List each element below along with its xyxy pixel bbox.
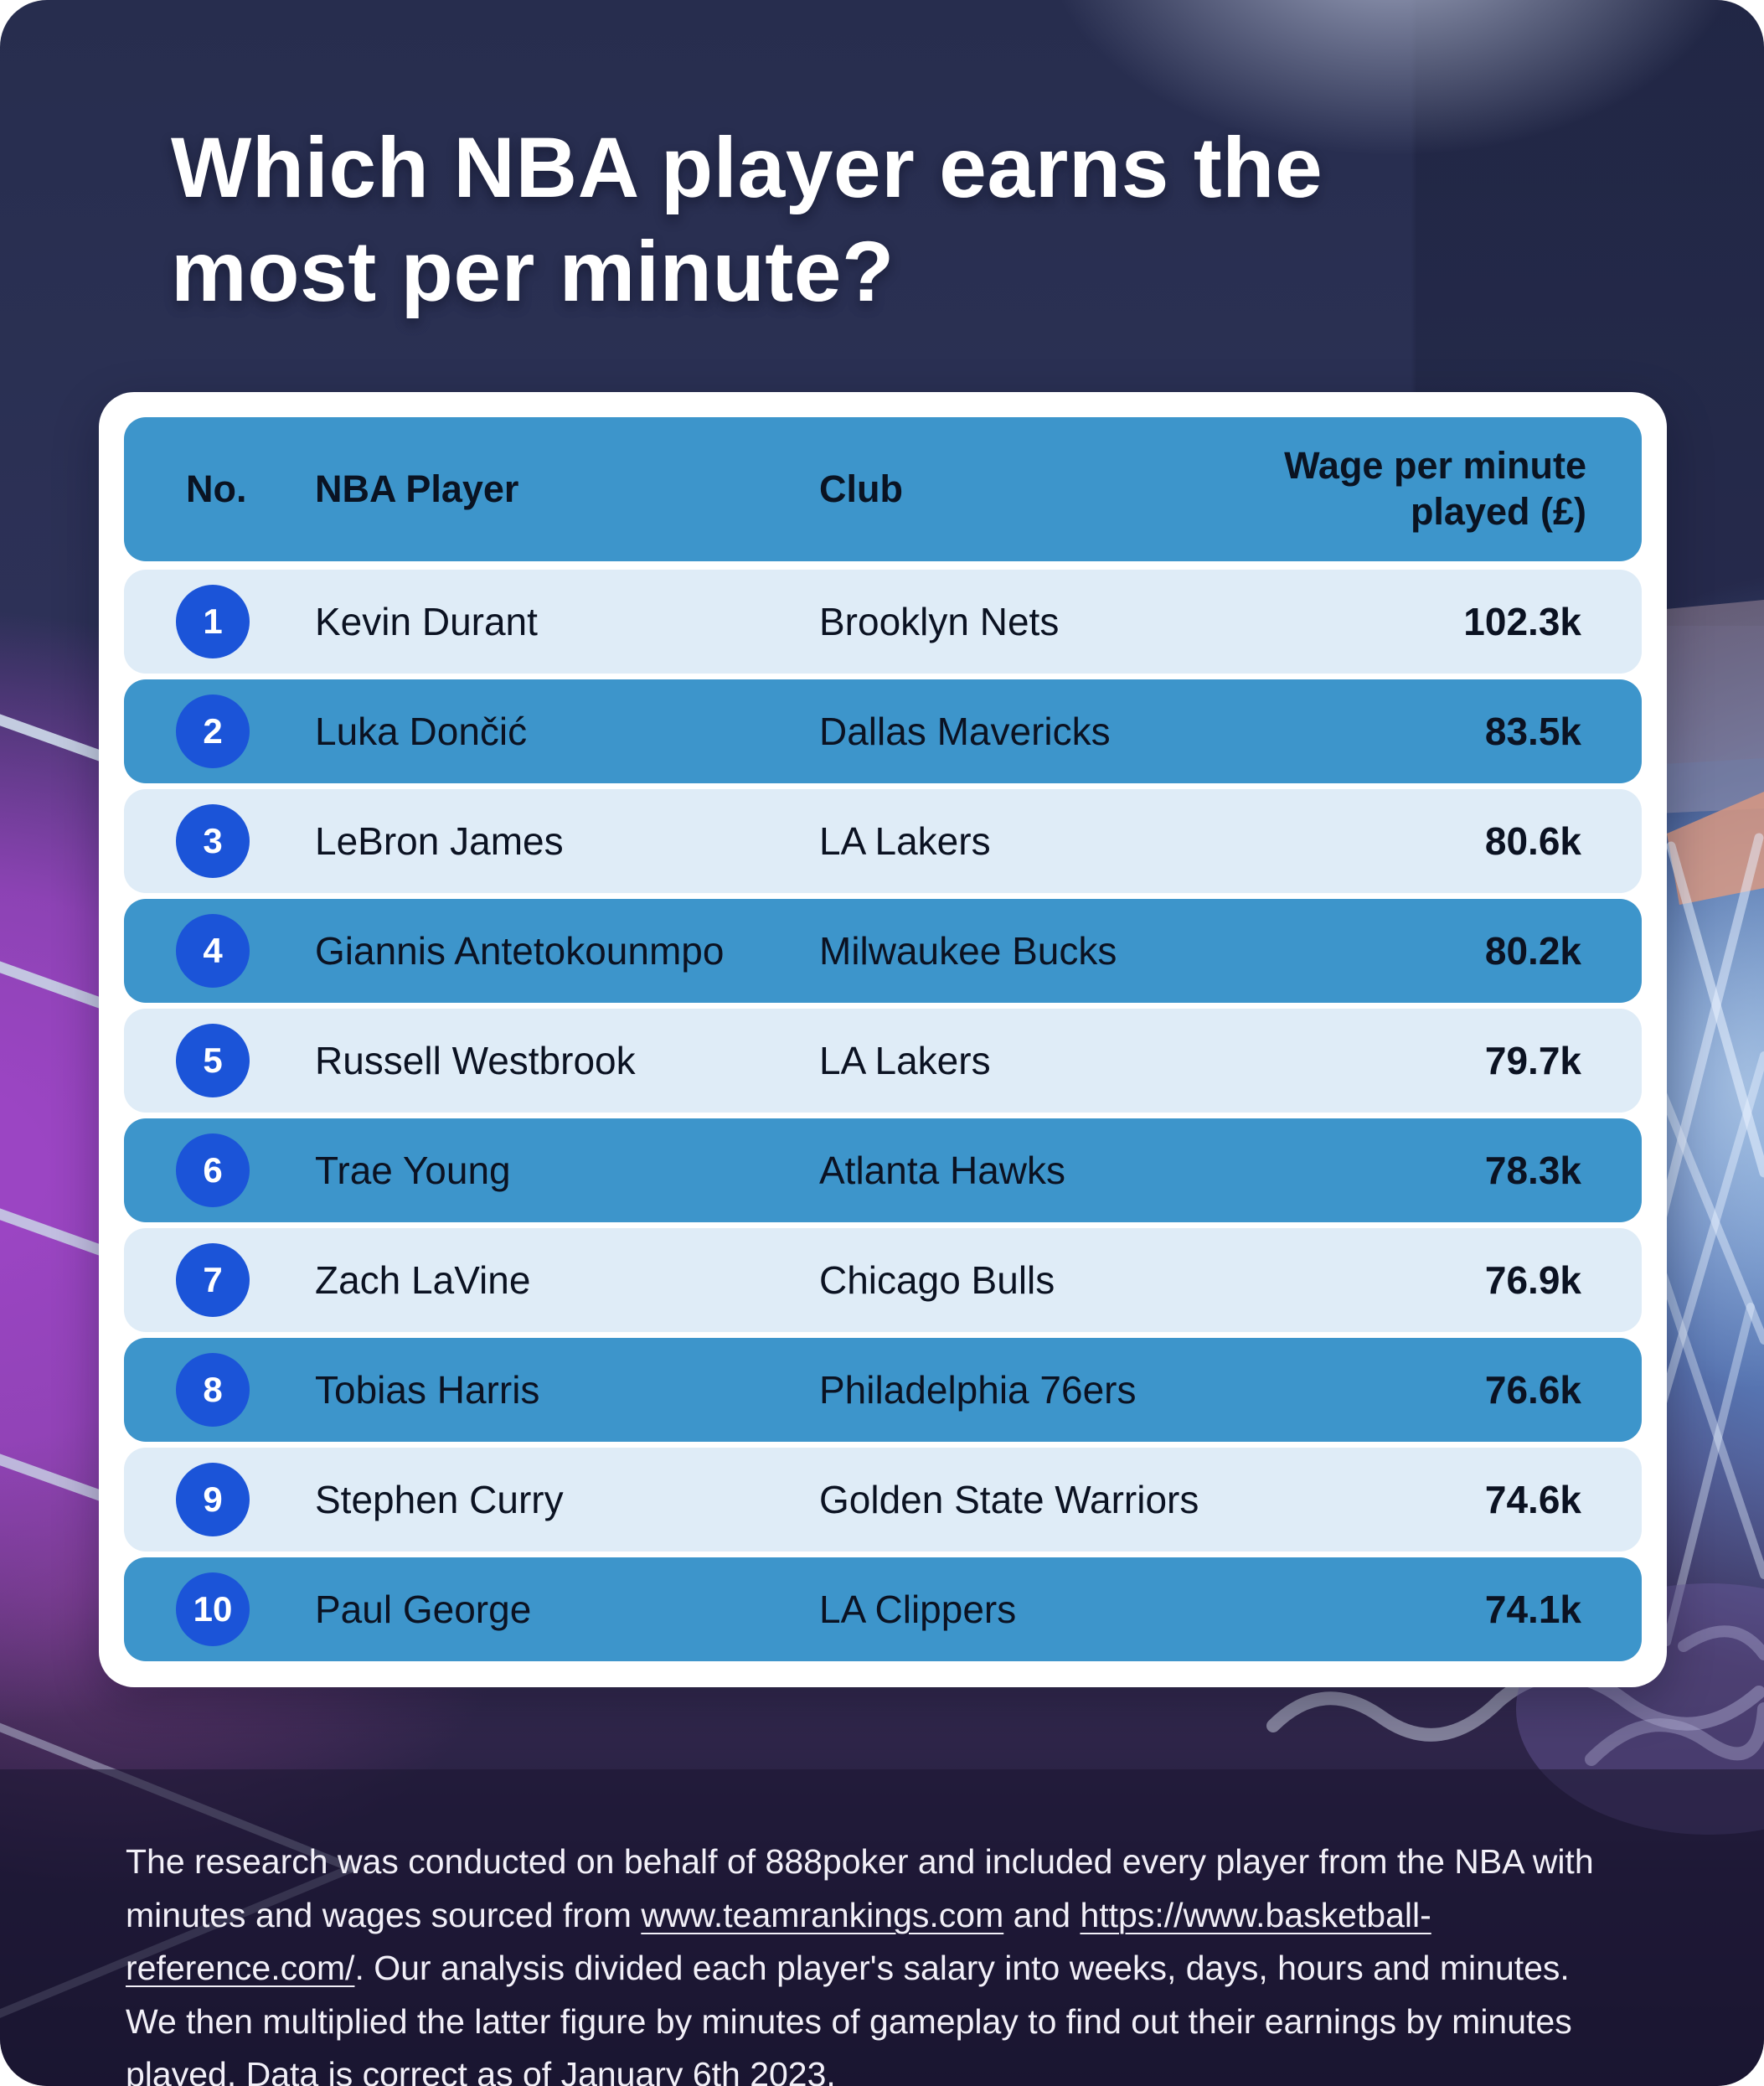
club-name: LA Clippers [819, 1588, 1017, 1631]
table-row: 4 Giannis Antetokounmpo Milwaukee Bucks … [124, 899, 1642, 1003]
rank-cell: 9 [124, 1463, 315, 1536]
page-title-line2: most per minute? [171, 224, 895, 320]
table-header-club: Club [819, 467, 903, 510]
player-name: Giannis Antetokounmpo [315, 929, 725, 973]
rank-badge-number: 10 [193, 1589, 233, 1629]
player-name: Trae Young [315, 1149, 511, 1192]
rank-cell: 3 [124, 804, 315, 878]
rank-badge: 2 [176, 694, 250, 768]
table-row: 7 Zach LaVine Chicago Bulls 76.9k [124, 1228, 1642, 1332]
rank-badge: 3 [176, 804, 250, 878]
player-name: Paul George [315, 1588, 532, 1631]
rank-badge-number: 5 [203, 1040, 223, 1080]
wage-value: 80.6k [1484, 819, 1581, 863]
leaderboard-card: No. NBA Player Club Wage per minute play… [99, 392, 1667, 1687]
club-name: Milwaukee Bucks [819, 929, 1117, 973]
rank-badge-number: 1 [203, 602, 223, 641]
club-name: Golden State Warriors [819, 1478, 1199, 1521]
footer-band: The research was conducted on behalf of … [0, 1769, 1764, 2086]
rank-badge-number: 3 [203, 821, 223, 860]
rank-badge-number: 6 [203, 1150, 223, 1190]
rank-badge-number: 4 [203, 931, 223, 970]
club-name: Chicago Bulls [819, 1258, 1055, 1302]
wage-value: 83.5k [1484, 710, 1581, 753]
rank-cell: 7 [124, 1243, 315, 1317]
footer-note: The research was conducted on behalf of … [126, 1836, 1627, 2086]
player-name: Kevin Durant [315, 600, 538, 643]
table-header-player: NBA Player [315, 467, 519, 510]
table-header-no: No. [186, 467, 247, 510]
rank-cell: 5 [124, 1024, 315, 1097]
rank-badge-number: 2 [203, 711, 223, 751]
wage-value: 76.6k [1484, 1368, 1581, 1412]
table-row: 5 Russell Westbrook LA Lakers 79.7k [124, 1009, 1642, 1113]
club-name: LA Lakers [819, 819, 991, 863]
footer-text-segment: . Our analysis divided each player's sal… [126, 1949, 1572, 2086]
wage-value: 79.7k [1484, 1039, 1581, 1082]
table-row: 10 Paul George LA Clippers 74.1k [124, 1557, 1642, 1661]
rank-badge-number: 8 [203, 1370, 223, 1409]
rank-badge: 6 [176, 1133, 250, 1207]
table-header-row: No. NBA Player Club Wage per minute play… [124, 417, 1642, 561]
rank-badge: 7 [176, 1243, 250, 1317]
table-rows: 1 Kevin Durant Brooklyn Nets 102.3k 2 Lu… [124, 570, 1642, 1661]
club-name: Atlanta Hawks [819, 1149, 1066, 1192]
table-row: 9 Stephen Curry Golden State Warriors 74… [124, 1448, 1642, 1552]
footer-link-teamrankings[interactable]: www.teamrankings.com [641, 1895, 1004, 1934]
rank-cell: 2 [124, 694, 315, 768]
rank-cell: 10 [124, 1572, 315, 1646]
page-title: Which NBA player earns the most per minu… [171, 116, 1323, 324]
table-row: 3 LeBron James LA Lakers 80.6k [124, 789, 1642, 893]
rank-badge-number: 9 [203, 1479, 223, 1519]
wage-value: 74.6k [1484, 1478, 1581, 1521]
club-name: Brooklyn Nets [819, 600, 1060, 643]
hoop-rim [1667, 792, 1764, 905]
rank-badge-number: 7 [203, 1260, 223, 1299]
player-name: Stephen Curry [315, 1478, 564, 1521]
rank-badge: 1 [176, 585, 250, 658]
player-name: Russell Westbrook [315, 1039, 636, 1082]
rank-cell: 8 [124, 1353, 315, 1427]
wage-value: 78.3k [1484, 1149, 1581, 1192]
table-row: 2 Luka Dončić Dallas Mavericks 83.5k [124, 679, 1642, 783]
player-name: Luka Dončić [315, 710, 528, 753]
wage-value: 76.9k [1484, 1258, 1581, 1302]
footer-text-segment: The research was conducted on behalf of … [126, 1842, 1594, 1934]
footer-link-basketball-reference[interactable]: https://www.basketball-reference.com/ [126, 1895, 1431, 1988]
rank-badge: 10 [176, 1572, 250, 1646]
player-name: Tobias Harris [315, 1368, 540, 1412]
rank-cell: 1 [124, 585, 315, 658]
wage-value: 80.2k [1484, 929, 1581, 973]
wage-value: 102.3k [1463, 600, 1581, 643]
table-row: 1 Kevin Durant Brooklyn Nets 102.3k [124, 570, 1642, 674]
rank-badge: 5 [176, 1024, 250, 1097]
player-name: LeBron James [315, 819, 564, 863]
footer-text-segment: and [1003, 1895, 1081, 1934]
club-name: Philadelphia 76ers [819, 1368, 1137, 1412]
rank-cell: 6 [124, 1133, 315, 1207]
rank-badge: 4 [176, 914, 250, 988]
table-header-wage: Wage per minute played (£) [1284, 444, 1586, 533]
wage-value: 74.1k [1484, 1588, 1581, 1631]
club-name: LA Lakers [819, 1039, 991, 1082]
table-row: 8 Tobias Harris Philadelphia 76ers 76.6k [124, 1338, 1642, 1442]
club-name: Dallas Mavericks [819, 710, 1111, 753]
rank-badge: 9 [176, 1463, 250, 1536]
rank-badge: 8 [176, 1353, 250, 1427]
page-title-line1: Which NBA player earns the [171, 120, 1323, 215]
player-name: Zach LaVine [315, 1258, 531, 1302]
table-row: 6 Trae Young Atlanta Hawks 78.3k [124, 1118, 1642, 1222]
rank-cell: 4 [124, 914, 315, 988]
